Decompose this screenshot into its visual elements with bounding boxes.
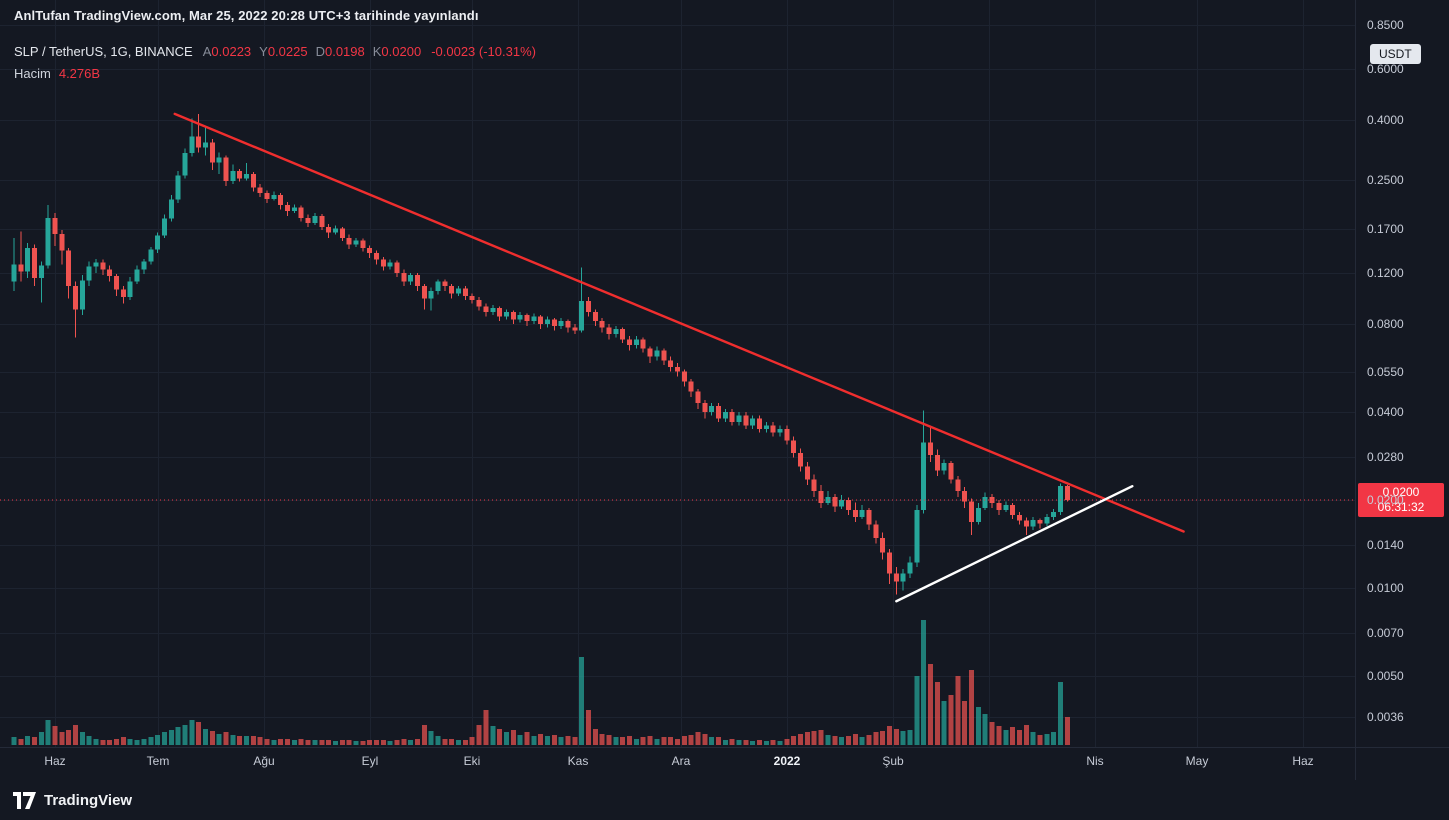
price-change: -0.0023 (-10.31%) [431,44,536,59]
price-tick-label: 0.4000 [1367,113,1404,127]
last-price-value: 0.0200 [1382,485,1420,499]
bar-countdown: 06:31:32 [1377,500,1425,514]
price-tick-label: 0.0400 [1367,405,1404,419]
axis-corner [1355,747,1449,780]
volume-legend: Hacim 4.276B [14,66,100,81]
footer: TradingView [0,780,1449,820]
price-tick-label: 0.8500 [1367,18,1404,32]
time-tick-label: Kas [567,754,589,768]
attribution-text: AnlTufan TradingView.com, Mar 25, 2022 2… [14,8,479,23]
price-tick-label: 0.2500 [1367,173,1404,187]
symbol-title[interactable]: SLP / TetherUS, 1G, BINANCE [14,44,193,59]
trendline-ascending-support[interactable] [895,484,1134,603]
time-tick-label: 2022 [773,754,801,768]
price-tick-label: 0.0800 [1367,317,1404,331]
price-tick-label: 0.0140 [1367,538,1404,552]
volume-label[interactable]: Hacim [14,66,51,81]
time-tick-label: Nis [1086,754,1104,768]
time-tick-label: Ara [671,754,691,768]
price-tick-label: 0.6000 [1367,62,1404,76]
chart-pane[interactable] [0,0,1355,747]
time-tick-label: Eki [463,754,481,768]
price-tick-label: 0.0550 [1367,365,1404,379]
price-tick-label: 0.0036 [1367,710,1404,724]
time-tick-label: Şub [882,754,904,768]
price-tick-label: 0.1700 [1367,222,1404,236]
ohlc-item: Y 0.0225 [259,44,308,59]
chart-canvas[interactable] [0,0,1355,747]
price-tick-label: 0.0050 [1367,669,1404,683]
ohlc-item: K 0.0200 [372,44,422,59]
tradingview-wordmark[interactable]: TradingView [44,791,133,809]
time-tick-label: Tem [146,754,170,768]
volume-bars [11,620,1070,745]
symbol-legend: SLP / TetherUS, 1G, BINANCE A 0.0223 Y 0.02… [14,44,536,59]
ohlc-values: A 0.0223 Y 0.0225 D 0.0198 K 0.0200 [203,44,421,59]
time-tick-label: Ağu [253,754,275,768]
price-tick-label: 0.0100 [1367,581,1404,595]
currency-unit-badge: USDT [1370,44,1421,64]
overlays [0,112,1355,603]
price-tick-label: 0.0280 [1367,450,1404,464]
time-tick-label: May [1185,754,1209,768]
ohlc-item: A 0.0223 [202,44,252,59]
price-axis[interactable]: USDT 0.0200 06:31:32 0.8500 0.6000 0.4000 0… [1355,0,1449,747]
candles [11,113,1070,595]
tradingview-logo-icon[interactable] [13,791,36,809]
volume-value: 4.276B [58,66,101,81]
price-tick-label: 0.1200 [1367,266,1404,280]
trendline-descending-resistance[interactable] [173,112,1185,533]
price-tick-label: 0.0200 [1367,493,1404,507]
grid-lines [0,0,1355,747]
time-tick-label: Haz [44,754,66,768]
last-price-badge: 0.0200 06:31:32 [1358,483,1444,517]
ohlc-item: D 0.0198 [315,44,365,59]
price-tick-label: 0.0070 [1367,626,1404,640]
time-tick-label: Haz [1292,754,1314,768]
time-axis[interactable]: Haz Tem Ağu Eyl Eki Kas Ara 2022 Şub Nis May Haz [0,747,1355,780]
time-tick-label: Eyl [361,754,379,768]
